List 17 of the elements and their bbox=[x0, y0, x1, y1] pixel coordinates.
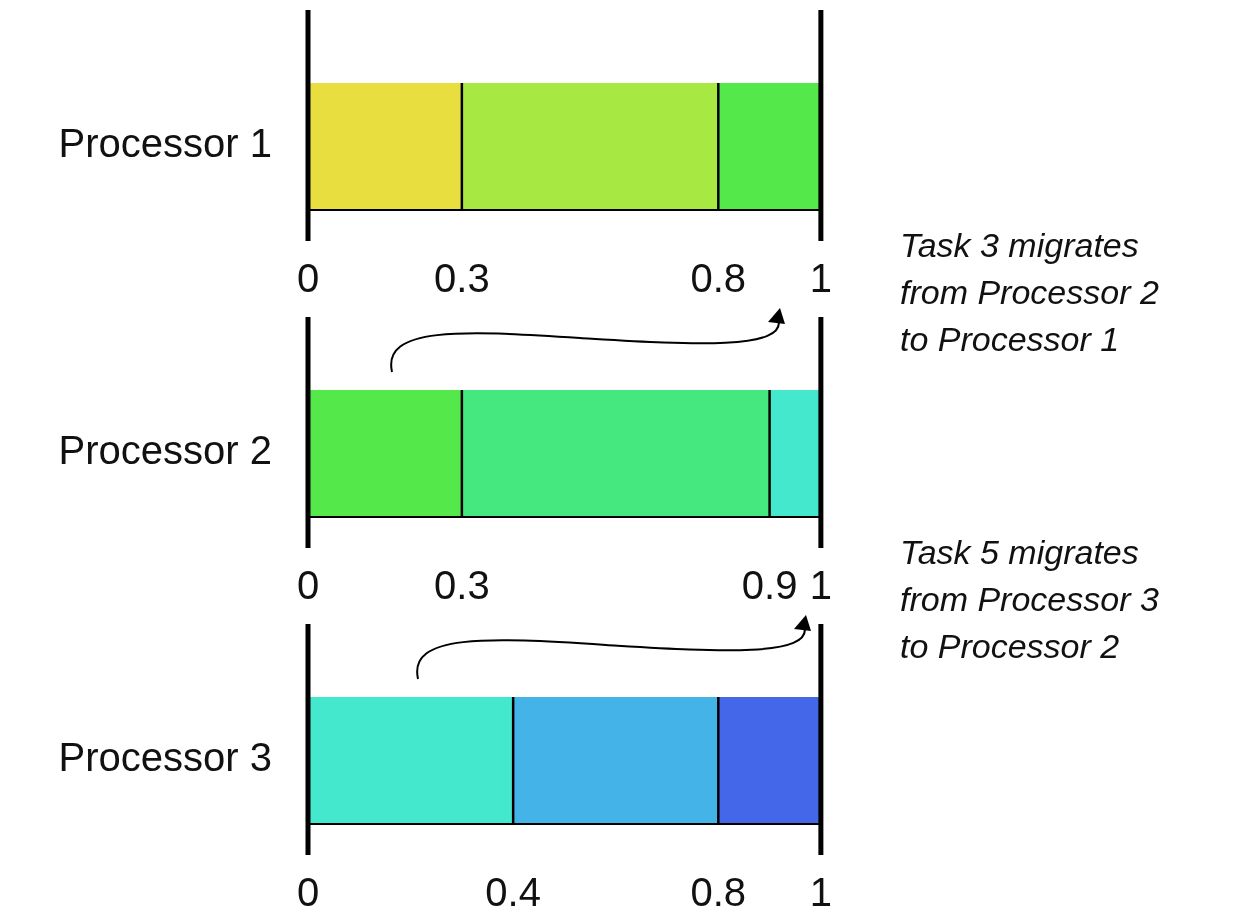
x-tick-label: 0 bbox=[296, 563, 320, 608]
x-tick-label: 0.4 bbox=[485, 870, 541, 915]
x-tick-label: 0 bbox=[296, 256, 320, 301]
y-tick-label: Processor 3 bbox=[58, 735, 272, 780]
x-tick-label: 0.3 bbox=[434, 563, 490, 608]
x-tick-label: 0.3 bbox=[434, 256, 490, 301]
y-tick-label: Processor 1 bbox=[58, 121, 272, 166]
y-tick-label: Processor 2 bbox=[58, 428, 272, 473]
x-tick-label: 1 bbox=[809, 870, 832, 915]
x-tick-label: 0.8 bbox=[690, 256, 747, 301]
x-tick-label: 1 bbox=[809, 563, 832, 608]
x-tick-label: 0.9 bbox=[741, 563, 798, 608]
text: Task 5 migrates from Processor 3 to Processor 2 bbox=[900, 532, 1160, 667]
text: Task 3 migrates from Processor 2 to Processor 1 bbox=[900, 225, 1160, 360]
x-tick-label: 0.8 bbox=[690, 870, 747, 915]
x-tick-label: 1 bbox=[809, 256, 832, 301]
x-tick-label: 0 bbox=[296, 870, 320, 915]
